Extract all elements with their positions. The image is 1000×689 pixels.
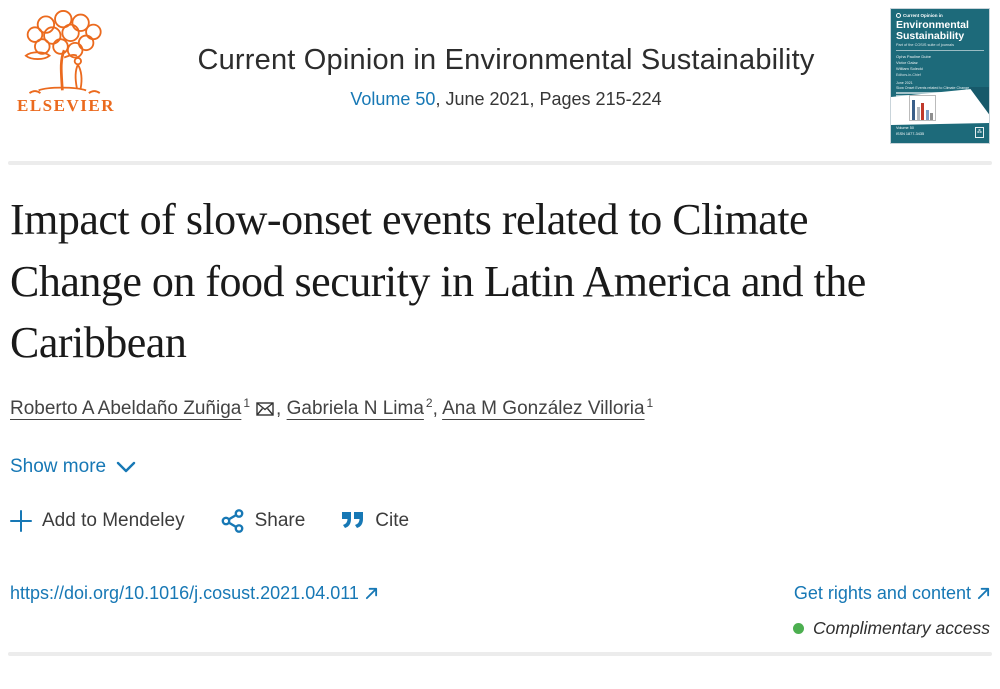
journal-info: Current Opinion in Environmental Sustain… <box>122 8 890 110</box>
author-name-link[interactable]: Ana M González Villoria <box>442 398 645 420</box>
cover-elsevier-mini-logo: ⁂ <box>975 126 984 138</box>
author-affiliation-sup: 1 <box>243 395 251 410</box>
elsevier-logo[interactable]: ELSEVIER <box>10 8 122 116</box>
elsevier-tree-icon <box>24 10 102 94</box>
add-to-mendeley-button[interactable]: Add to Mendeley <box>10 510 185 533</box>
action-toolbar: Add to Mendeley Share Cite <box>10 509 990 534</box>
cite-quote-icon <box>342 512 364 529</box>
cover-issue-date: June 2021 <box>896 81 913 86</box>
cover-art: Current Opinion in Environmental Sustain… <box>891 9 989 143</box>
header-divider <box>8 161 992 165</box>
doi-row: https://doi.org/10.1016/j.cosust.2021.04… <box>10 583 990 604</box>
external-link-icon <box>365 588 377 600</box>
cover-issn: ISSN 1877-3435 <box>896 132 925 136</box>
article-title: Impact of slow-onset events related to C… <box>10 195 866 368</box>
cover-rule <box>896 50 984 52</box>
get-rights-link[interactable]: Get rights and content <box>794 583 990 604</box>
share-label: Share <box>254 510 306 532</box>
author: Ana M González Villoria 1 <box>442 395 654 420</box>
plus-icon <box>10 510 32 533</box>
article-header-page: ELSEVIER Current Opinion in Environmenta… <box>8 8 992 657</box>
cover-editors-role: Editors-in-Chief <box>896 73 921 78</box>
cover-globe-icon <box>896 13 901 18</box>
show-more-label: Show more <box>10 456 107 478</box>
cover-editor: William Solecki <box>896 66 923 72</box>
cover-bottom-band: Volume 50 ISSN 1877-3435 ⁂ <box>891 121 989 143</box>
cite-label: Cite <box>375 510 410 532</box>
access-label: Complimentary access <box>813 618 990 639</box>
external-link-icon <box>977 588 990 600</box>
show-more-button[interactable]: Show more <box>10 456 136 478</box>
journal-cover-thumbnail[interactable]: Current Opinion in Environmental Sustain… <box>890 8 990 144</box>
author-name-link[interactable]: Roberto A Abeldaño Zuñiga <box>10 398 242 420</box>
author-list: Roberto A Abeldaño Zuñiga 1 , Gabriela N … <box>10 396 990 420</box>
author-affiliation-sup: 1 <box>646 395 654 410</box>
cite-button[interactable]: Cite <box>341 510 409 532</box>
volume-link[interactable]: Volume 50 <box>350 89 436 109</box>
author-separator: , <box>432 398 443 420</box>
journal-title-link[interactable]: Current Opinion in Environmental Sustain… <box>197 44 815 76</box>
cover-editors: Opha Pauline Dube Victor Galaz William S… <box>891 51 989 72</box>
author-affiliation-sup: 2 <box>425 395 433 410</box>
section-divider <box>8 652 992 657</box>
share-icon <box>221 509 243 534</box>
author-name-link[interactable]: Gabriela N Lima <box>286 398 424 420</box>
issue-info: , June 2021, Pages 215-224 <box>435 89 662 109</box>
doi-link[interactable]: https://doi.org/10.1016/j.cosust.2021.04… <box>10 583 378 604</box>
add-to-mendeley-label: Add to Mendeley <box>42 510 185 532</box>
share-button[interactable]: Share <box>221 509 306 534</box>
access-green-dot-icon <box>793 623 804 635</box>
cover-issue-theme: Slow Onset Events related to Climate Cha… <box>896 86 970 91</box>
journal-header: ELSEVIER Current Opinion in Environmenta… <box>10 8 990 144</box>
cover-volume: Volume 50 <box>896 126 914 131</box>
cover-title-line2: Sustainability <box>896 30 965 43</box>
cover-series-label: Current Opinion in <box>903 13 943 18</box>
chevron-down-icon <box>116 461 136 473</box>
elsevier-wordmark: ELSEVIER <box>17 96 115 115</box>
author-separator: , <box>276 398 287 420</box>
author: Roberto A Abeldaño Zuñiga 1 <box>10 395 276 420</box>
cover-editor: Opha Pauline Dube <box>896 54 931 60</box>
cover-chart-figure <box>909 95 936 121</box>
volume-issue-line: Volume 50, June 2021, Pages 215-224 <box>122 89 890 110</box>
access-status: Complimentary access <box>10 618 990 639</box>
author: Gabriela N Lima 2 <box>286 395 433 420</box>
email-icon[interactable] <box>256 402 274 416</box>
cover-title-line1: Environmental <box>896 19 969 31</box>
cover-editor: Victor Galaz <box>896 60 918 66</box>
cover-subtitle: Part of the COSIS suite of journals <box>896 43 955 48</box>
